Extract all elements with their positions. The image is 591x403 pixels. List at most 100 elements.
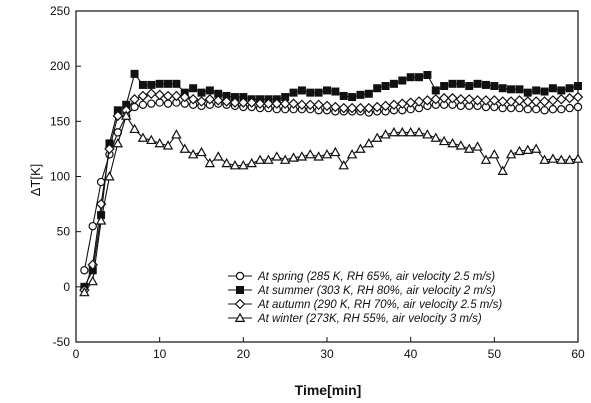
series-layer	[79, 69, 584, 297]
data-point	[138, 80, 147, 89]
data-point	[565, 103, 574, 113]
data-point	[305, 99, 316, 111]
data-point	[205, 86, 214, 95]
data-point	[129, 123, 140, 134]
data-point	[172, 79, 181, 88]
data-point	[448, 79, 457, 88]
data-point	[522, 96, 534, 107]
data-point	[371, 101, 383, 113]
data-point	[254, 98, 266, 109]
data-point	[87, 275, 98, 286]
data-point	[523, 88, 532, 97]
series-line	[83, 102, 579, 271]
data-point	[271, 151, 283, 161]
legend-label: At winter (273K, RH 55%, air velocity 3 …	[257, 313, 482, 325]
data-point	[147, 99, 156, 108]
data-point	[422, 95, 433, 106]
data-point	[306, 88, 315, 97]
data-point	[296, 99, 308, 111]
data-point	[565, 84, 574, 93]
data-point	[80, 266, 89, 275]
data-point	[364, 89, 373, 98]
data-point	[346, 148, 358, 159]
data-point	[557, 86, 566, 95]
legend-label: At summer (303 K, RH 80%, air velocity 2…	[257, 285, 496, 297]
data-point	[363, 137, 375, 148]
data-point	[447, 137, 458, 148]
y-tick-label: 250	[50, 4, 70, 18]
data-point	[112, 137, 124, 148]
data-point	[373, 84, 382, 93]
data-point	[196, 146, 207, 157]
data-point	[540, 87, 549, 96]
x-tick-label: 0	[73, 347, 80, 361]
data-point	[246, 97, 257, 108]
data-point	[120, 110, 132, 120]
data-point	[430, 132, 441, 142]
data-point	[423, 70, 432, 79]
data-point	[532, 86, 541, 95]
y-tick-label: 0	[63, 280, 70, 294]
data-point	[381, 82, 390, 91]
data-point	[522, 144, 534, 154]
data-point	[505, 148, 517, 159]
data-point	[556, 94, 567, 105]
data-point	[197, 88, 206, 97]
data-point	[288, 152, 299, 162]
data-point	[263, 98, 274, 109]
data-point	[162, 140, 174, 150]
data-point	[146, 88, 157, 99]
data-point	[187, 94, 199, 105]
data-point	[430, 94, 442, 105]
data-point	[548, 84, 557, 93]
data-point	[574, 82, 583, 91]
x-tick-label: 40	[404, 347, 418, 361]
data-point	[548, 104, 558, 114]
data-point	[481, 80, 490, 89]
data-point	[388, 126, 400, 137]
legend: At spring (285 K, RH 65%, air velocity 2…	[228, 271, 502, 325]
data-point	[187, 148, 199, 159]
data-point	[79, 286, 90, 297]
data-point	[356, 90, 365, 99]
data-point	[406, 73, 415, 82]
data-point	[112, 110, 124, 122]
data-point	[196, 96, 207, 107]
data-point	[363, 102, 375, 114]
legend-marker	[234, 298, 246, 310]
data-point	[297, 86, 306, 95]
data-point	[130, 69, 139, 78]
data-point	[339, 91, 348, 100]
data-point	[455, 140, 467, 150]
legend-item-1: At spring (285 K, RH 65%, air velocity 2…	[228, 271, 495, 283]
data-point	[572, 91, 584, 103]
data-point	[263, 154, 274, 164]
data-point	[138, 100, 148, 109]
data-point	[505, 96, 517, 107]
data-point	[321, 100, 333, 112]
data-point	[179, 143, 190, 153]
data-point	[564, 92, 575, 104]
data-point	[279, 98, 291, 109]
data-point	[129, 94, 140, 105]
y-tick-label: -50	[53, 335, 71, 349]
data-point	[238, 97, 249, 108]
data-point	[137, 90, 149, 102]
data-point	[480, 95, 492, 106]
data-point	[413, 126, 425, 137]
data-point	[540, 106, 549, 115]
data-point	[212, 95, 224, 106]
data-point	[296, 151, 308, 161]
data-point	[380, 129, 391, 139]
data-point	[489, 95, 500, 106]
x-axis-title: Time[min]	[295, 382, 362, 398]
data-point	[147, 80, 156, 89]
data-point	[489, 148, 500, 159]
data-point	[355, 143, 366, 153]
legend-marker	[235, 271, 245, 281]
legend-item-2: At summer (303 K, RH 80%, air velocity 2…	[228, 285, 496, 297]
data-point	[104, 171, 115, 181]
data-point	[313, 151, 324, 161]
data-point	[338, 102, 349, 114]
